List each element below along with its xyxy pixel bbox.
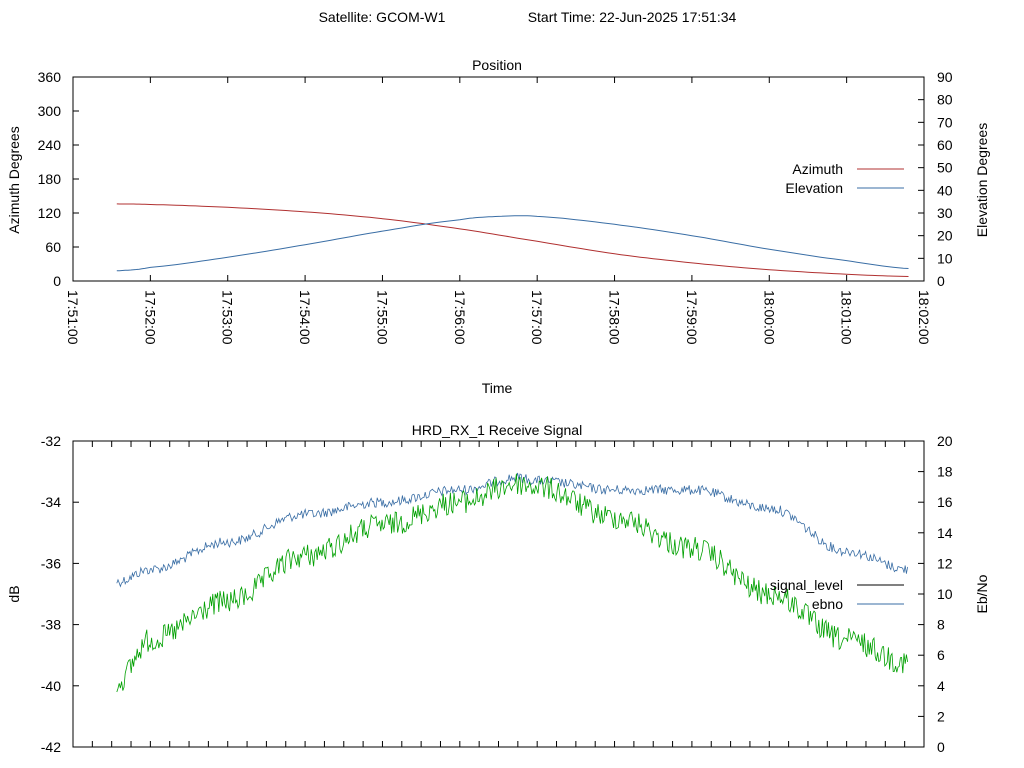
position-y2-tick-label: 60 — [937, 137, 953, 153]
satellite-label: Satellite: GCOM-W1 — [319, 9, 446, 25]
position-y2-tick-label: 50 — [937, 160, 953, 176]
start-time-label: Start Time: 22-Jun-2025 17:51:34 — [528, 9, 737, 25]
signal-y2-tick-label: 12 — [937, 555, 953, 571]
series-line-azimuth — [116, 203, 909, 277]
signal-y-axis-label: dB — [6, 585, 22, 602]
signal-y2-tick-label: 6 — [937, 647, 945, 663]
position-y2-tick-label: 30 — [937, 205, 953, 221]
signal-y-tick-label: -32 — [41, 433, 61, 449]
signal-y2-axis-label: Eb/No — [974, 574, 990, 613]
signal-y2-tick-label: 14 — [937, 525, 953, 541]
position-legend: Azimuth Elevation — [785, 161, 904, 196]
position-chart-title: Position — [472, 57, 522, 73]
signal-chart: HRD_RX_1 Receive Signal -42-40-38-36-34-… — [6, 422, 990, 755]
position-y2-tick-label: 0 — [937, 273, 945, 289]
signal-y2-ticks: 0 2 4 6 8 10 12 14 16 18 20 — [918, 433, 953, 755]
series-line-signal-level — [116, 472, 908, 588]
signal-y2-tick-label: 18 — [937, 464, 953, 480]
signal-y-ticks: -42 -40 -38 -36 -34 -32 — [41, 433, 79, 755]
signal-y2-tick-label: 0 — [937, 739, 945, 755]
position-x-ticks: 17:51:00 17:52:00 17:53:00 17:54:00 17:55:00… — [65, 77, 932, 345]
signal-y-tick-label: -34 — [41, 494, 61, 510]
signal-legend: signal_level ebno — [770, 577, 904, 612]
signal-series — [116, 472, 908, 693]
position-x-tick-label: 17:55:00 — [374, 290, 390, 345]
position-x-tick-label: 17:56:00 — [452, 290, 468, 345]
position-plot-frame — [72, 76, 925, 282]
position-y-tick-label: 300 — [38, 103, 62, 119]
position-x-tick-label: 18:02:00 — [916, 290, 932, 345]
signal-x-ticks — [72, 441, 925, 747]
position-y-axis-label: Azimuth Degrees — [6, 126, 22, 233]
signal-y-tick-label: -36 — [41, 555, 61, 571]
legend-label-signal-level: signal_level — [770, 577, 843, 593]
position-x-tick-label: 17:59:00 — [684, 290, 700, 345]
position-x-tick-label: 17:58:00 — [607, 290, 623, 345]
position-x-tick-label: 17:53:00 — [220, 290, 236, 345]
position-x-tick-label: 17:51:00 — [65, 290, 81, 345]
signal-y-tick-label: -38 — [41, 617, 61, 633]
position-y2-axis-label: Elevation Degrees — [974, 123, 990, 237]
series-line-ebno — [116, 473, 908, 693]
position-y2-tick-label: 40 — [937, 182, 953, 198]
position-y-tick-label: 120 — [38, 205, 62, 221]
position-y2-tick-label: 90 — [937, 69, 953, 85]
position-y-tick-label: 0 — [53, 273, 61, 289]
signal-y-tick-label: -42 — [41, 739, 61, 755]
series-line-elevation — [116, 215, 909, 272]
position-y2-tick-label: 80 — [937, 92, 953, 108]
signal-y2-tick-label: 20 — [937, 433, 953, 449]
position-series — [116, 203, 909, 277]
signal-plot-frame — [72, 440, 925, 748]
signal-y2-tick-label: 16 — [937, 494, 953, 510]
position-y2-tick-label: 10 — [937, 250, 953, 266]
position-x-tick-label: 18:00:00 — [761, 290, 777, 345]
position-x-axis-label: Time — [482, 380, 513, 396]
legend-label-azimuth: Azimuth — [792, 161, 843, 177]
position-y2-tick-label: 20 — [937, 228, 953, 244]
signal-chart-title: HRD_RX_1 Receive Signal — [412, 422, 582, 438]
legend-label-elevation: Elevation — [785, 180, 843, 196]
signal-y2-tick-label: 2 — [937, 708, 945, 724]
signal-y2-tick-label: 4 — [937, 678, 945, 694]
position-y-tick-label: 180 — [38, 171, 62, 187]
position-x-tick-label: 17:54:00 — [297, 290, 313, 345]
position-x-tick-label: 17:52:00 — [142, 290, 158, 345]
position-y-tick-label: 60 — [45, 239, 61, 255]
position-y-tick-label: 360 — [38, 69, 62, 85]
signal-y2-tick-label: 8 — [937, 617, 945, 633]
position-x-tick-label: 17:57:00 — [529, 290, 545, 345]
position-x-tick-label: 18:01:00 — [839, 290, 855, 345]
signal-y2-tick-label: 10 — [937, 586, 953, 602]
position-y-tick-label: 240 — [38, 137, 62, 153]
position-y2-tick-label: 70 — [937, 114, 953, 130]
position-y-ticks: 0 60 120 180 240 300 360 — [38, 69, 79, 289]
position-y2-ticks: 0 10 20 30 40 50 60 70 80 90 — [918, 69, 953, 289]
signal-y-tick-label: -40 — [41, 678, 61, 694]
position-chart: Position 17:51:00 17:52:00 17:53:00 17:54:0… — [6, 57, 990, 396]
legend-label-ebno: ebno — [812, 596, 843, 612]
